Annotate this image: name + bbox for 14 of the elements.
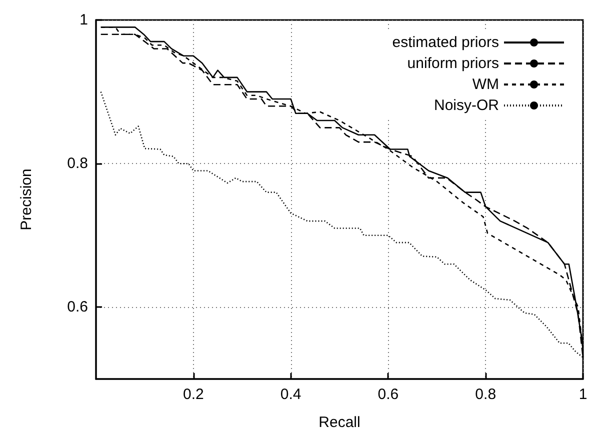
y-tick-label: 1: [80, 12, 88, 28]
y-tick-label: 0.6: [67, 298, 88, 316]
x-tick-label: 0.2: [182, 386, 204, 403]
legend-label: WM: [472, 76, 499, 93]
x-tick-label: 0.8: [475, 386, 496, 403]
legend-label: Noisy-OR: [434, 97, 500, 114]
legend-label: estimated priors: [392, 34, 499, 51]
legend-label: uniform priors: [407, 55, 499, 72]
y-tick-label: 0.8: [67, 155, 88, 172]
x-tick-label: 1: [578, 386, 588, 403]
x-tick-label: 0.4: [280, 386, 302, 403]
x-tick-label: 0.6: [378, 386, 399, 403]
x-axis-title: Recall: [318, 414, 360, 431]
y-axis-title: Precision: [18, 168, 35, 230]
